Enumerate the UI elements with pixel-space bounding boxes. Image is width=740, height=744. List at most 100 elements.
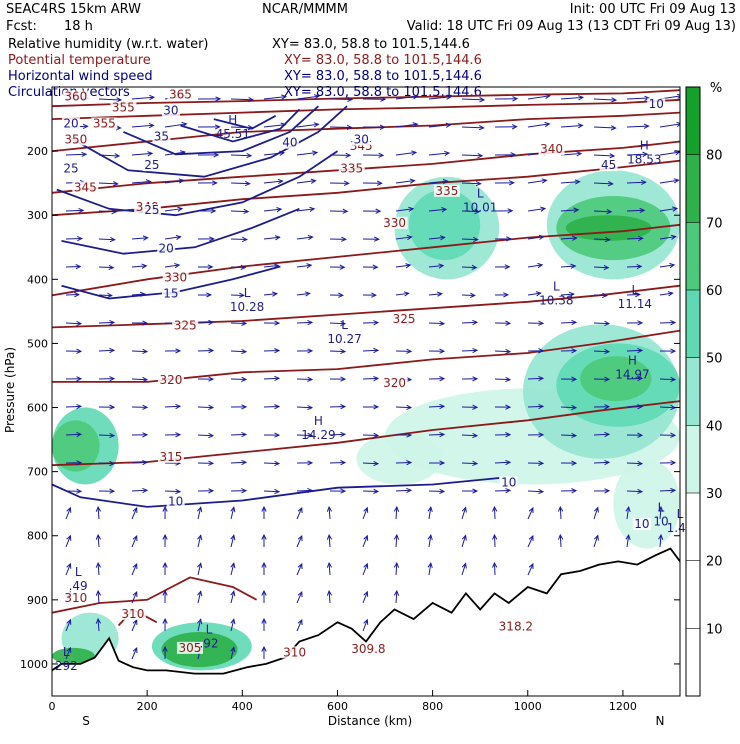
vector bbox=[627, 266, 641, 267]
vector bbox=[231, 379, 246, 380]
extremum-value: 10.28 bbox=[230, 300, 264, 314]
extremum-value: 18.53 bbox=[627, 153, 661, 167]
vector bbox=[462, 267, 476, 268]
vector bbox=[66, 434, 81, 435]
vector bbox=[561, 435, 576, 436]
colorbar-segment bbox=[686, 425, 700, 493]
extremum-type: H bbox=[314, 414, 323, 428]
theta-label: 335 bbox=[340, 161, 363, 175]
init-time: Init: 00 UTC Fri 09 Aug 13 bbox=[570, 2, 736, 17]
vector bbox=[528, 378, 543, 379]
colorbar-label: 20 bbox=[706, 555, 723, 570]
vector bbox=[330, 406, 345, 407]
wind-label: 10 bbox=[634, 517, 649, 531]
vector bbox=[495, 379, 510, 380]
theta-label: 305 bbox=[179, 641, 202, 655]
theta-label: 360 bbox=[64, 90, 87, 104]
vector bbox=[462, 239, 478, 240]
vector bbox=[561, 407, 576, 408]
x-tick-label: 800 bbox=[422, 700, 443, 713]
extremum-type: L bbox=[206, 623, 213, 637]
theta-label: 340 bbox=[540, 142, 563, 156]
y-tick-label: 500 bbox=[27, 337, 48, 350]
vector bbox=[231, 155, 251, 156]
extremum-type: H bbox=[640, 139, 649, 153]
vector bbox=[462, 463, 477, 464]
fcst-label: Fcst: bbox=[6, 19, 37, 34]
theta-label: 365 bbox=[169, 88, 192, 102]
extremum-value: 10.27 bbox=[327, 332, 361, 346]
colorbar-label: 60 bbox=[706, 284, 723, 299]
colorbar-label: 10 bbox=[706, 622, 723, 637]
extremum-value: 14.97 bbox=[615, 367, 649, 381]
colorbar-label: 70 bbox=[706, 216, 723, 231]
theta-label: 310 bbox=[64, 591, 87, 605]
wind-label: 10 bbox=[501, 475, 516, 489]
theta-label: 330 bbox=[164, 270, 187, 284]
vector bbox=[330, 351, 345, 352]
vector bbox=[429, 434, 444, 435]
vector bbox=[627, 463, 642, 464]
valid-time: Valid: 18 UTC Fri 09 Aug 13 (13 CDT Fri … bbox=[407, 19, 736, 34]
vector bbox=[627, 350, 642, 351]
vector bbox=[231, 211, 248, 212]
extremum-type: L bbox=[244, 286, 251, 300]
field-name: Horizontal wind speed bbox=[8, 69, 153, 84]
field-name: Potential temperature bbox=[8, 53, 151, 68]
colorbar-segment bbox=[686, 561, 700, 629]
x-tick-label: 0 bbox=[49, 700, 56, 713]
vector bbox=[594, 462, 609, 463]
theta-label: 315 bbox=[159, 450, 182, 464]
wind-label: 25 bbox=[144, 203, 159, 217]
extremum-type: L bbox=[75, 565, 82, 579]
wind-label: 35 bbox=[154, 129, 169, 143]
extremum-value: 292 bbox=[55, 659, 78, 673]
theta-label: 309.8 bbox=[351, 642, 385, 656]
vector bbox=[297, 322, 312, 323]
vector bbox=[99, 435, 114, 436]
colorbar-segment bbox=[686, 628, 700, 696]
field-name: Relative humidity (w.r.t. water) bbox=[8, 37, 209, 52]
extremum-value: .92 bbox=[199, 637, 218, 651]
theta-label: 330 bbox=[383, 216, 406, 230]
vector bbox=[297, 490, 312, 491]
vector bbox=[165, 491, 180, 492]
extremum-value: 10.38 bbox=[539, 294, 573, 308]
vector bbox=[231, 183, 250, 184]
vector bbox=[66, 406, 81, 407]
theta-label: 310 bbox=[121, 607, 144, 621]
colorbar-segment bbox=[686, 222, 700, 290]
vector bbox=[99, 322, 114, 323]
theta-label: 325 bbox=[393, 312, 416, 326]
theta-label: 310 bbox=[283, 645, 306, 659]
fcst-value: 18 h bbox=[64, 19, 93, 34]
rh-region bbox=[356, 433, 442, 484]
extremum-type: L bbox=[477, 187, 484, 201]
vector bbox=[594, 323, 609, 324]
theta-label: 350 bbox=[64, 132, 87, 146]
theta-label: 325 bbox=[174, 318, 197, 332]
vector bbox=[396, 407, 411, 408]
vector bbox=[660, 490, 675, 491]
wind-label: 45 bbox=[601, 158, 616, 172]
extremum-type: L bbox=[658, 501, 665, 515]
field-xy: XY= 83.0, 58.8 to 101.5,144.6 bbox=[284, 53, 482, 68]
end-label-north: N bbox=[656, 714, 665, 728]
vector bbox=[627, 491, 642, 492]
field-xy: XY= 83.0, 58.8 to 101.5,144.6 bbox=[272, 37, 470, 52]
theta-label: 320 bbox=[159, 373, 182, 387]
vector bbox=[66, 210, 83, 211]
vector bbox=[627, 238, 643, 239]
colorbar-segment bbox=[686, 358, 700, 426]
center-name: NCAR/MMMM bbox=[262, 2, 348, 17]
extremum-type: L bbox=[553, 280, 560, 294]
extremum-type: H bbox=[628, 353, 637, 367]
vector bbox=[231, 267, 245, 268]
wind-label: 15 bbox=[163, 286, 178, 300]
end-label-south: S bbox=[82, 714, 90, 728]
y-tick-label: 200 bbox=[27, 145, 48, 158]
vector bbox=[66, 238, 82, 239]
wind-label: 30 bbox=[354, 132, 369, 146]
